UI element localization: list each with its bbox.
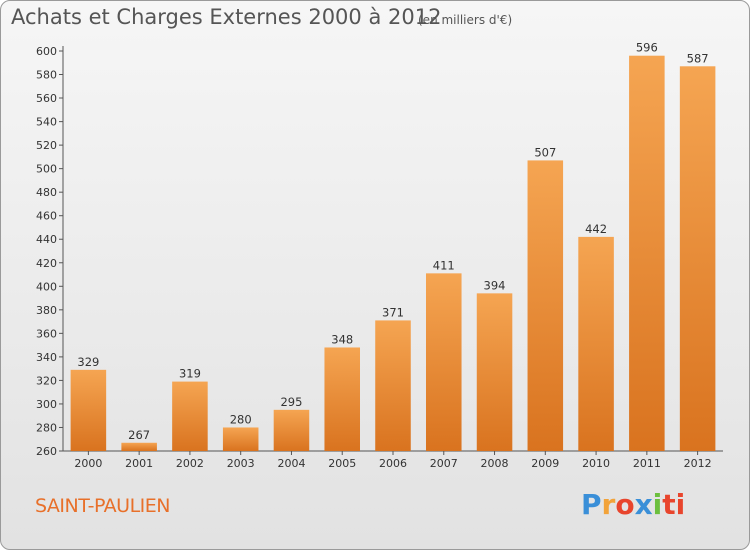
x-tick-label: 2001 [125, 457, 153, 470]
x-tick-label: 2005 [328, 457, 356, 470]
x-tick-label: 2007 [430, 457, 458, 470]
logo-letter: o [615, 488, 635, 521]
logo-letter: r [601, 488, 616, 521]
bar [172, 381, 208, 451]
proxiti-logo: Proxiti [581, 488, 685, 521]
chart-axes: 260 280 300 320 340 360 380 400 420 440 460 480 500 5… [36, 45, 723, 458]
x-tick-label: 2008 [481, 457, 509, 470]
bar [629, 55, 665, 452]
bar [375, 320, 411, 451]
bar [273, 409, 310, 451]
chart-bars [70, 55, 716, 452]
y-tick-label: 300 [36, 398, 57, 411]
bar-value-label: 596 [636, 41, 658, 55]
bar [426, 273, 462, 451]
logo-letter: ti [662, 488, 686, 521]
y-tick-label: 360 [36, 327, 57, 340]
bar [222, 427, 259, 451]
chart-labels: 329 2000 267 2001 319 2002 280 2003 295 2004 348 20… [74, 41, 711, 470]
bar-value-label: 394 [484, 278, 506, 292]
bar-value-label: 280 [230, 412, 252, 426]
bar-value-label: 267 [128, 428, 150, 442]
y-tick-label: 520 [36, 139, 57, 152]
x-tick-label: 2003 [227, 457, 255, 470]
bar [121, 442, 157, 451]
logo-letter: x [634, 488, 653, 521]
y-tick-label: 320 [36, 374, 57, 387]
y-tick-label: 560 [36, 92, 57, 105]
y-tick-label: 400 [36, 280, 57, 293]
x-tick-label: 2011 [633, 457, 661, 470]
bar-value-label: 587 [687, 51, 709, 65]
x-tick-label: 2012 [684, 457, 712, 470]
bar [578, 236, 614, 451]
logo-letter: i [652, 488, 663, 521]
bar-value-label: 507 [534, 145, 556, 159]
y-tick-label: 440 [36, 233, 57, 246]
bar-value-label: 319 [179, 367, 201, 381]
bar-value-label: 442 [585, 222, 607, 236]
y-tick-label: 500 [36, 163, 57, 176]
commune-name: SAINT-PAULIEN [35, 495, 171, 517]
chart-subtitle: (en milliers d'€) [418, 13, 513, 27]
bar-value-label: 371 [382, 305, 404, 319]
chart-title: Achats et Charges Externes 2000 à 2012 [11, 5, 442, 29]
y-tick-label: 580 [36, 69, 57, 82]
bar [70, 369, 107, 451]
x-tick-label: 2004 [277, 457, 305, 470]
bar [476, 293, 513, 451]
bar [324, 347, 360, 451]
y-tick-label: 280 [36, 421, 57, 434]
x-tick-label: 2002 [176, 457, 204, 470]
y-tick-label: 380 [36, 304, 57, 317]
bar [527, 160, 564, 452]
bar-value-label: 329 [77, 355, 99, 369]
y-tick-label: 600 [36, 45, 57, 58]
y-tick-label: 460 [36, 210, 57, 223]
y-tick-label: 340 [36, 351, 57, 364]
x-tick-label: 2010 [582, 457, 610, 470]
bar-value-label: 295 [280, 395, 302, 409]
y-tick-label: 260 [36, 445, 57, 458]
x-tick-label: 2009 [531, 457, 559, 470]
y-tick-label: 480 [36, 186, 57, 199]
bar-value-label: 348 [331, 332, 353, 346]
logo-letter: P [581, 488, 602, 521]
x-tick-label: 2006 [379, 457, 407, 470]
y-tick-label: 420 [36, 257, 57, 270]
y-tick-label: 540 [36, 116, 57, 129]
x-tick-label: 2000 [74, 457, 102, 470]
bar-value-label: 411 [433, 258, 455, 272]
bar [679, 66, 716, 451]
